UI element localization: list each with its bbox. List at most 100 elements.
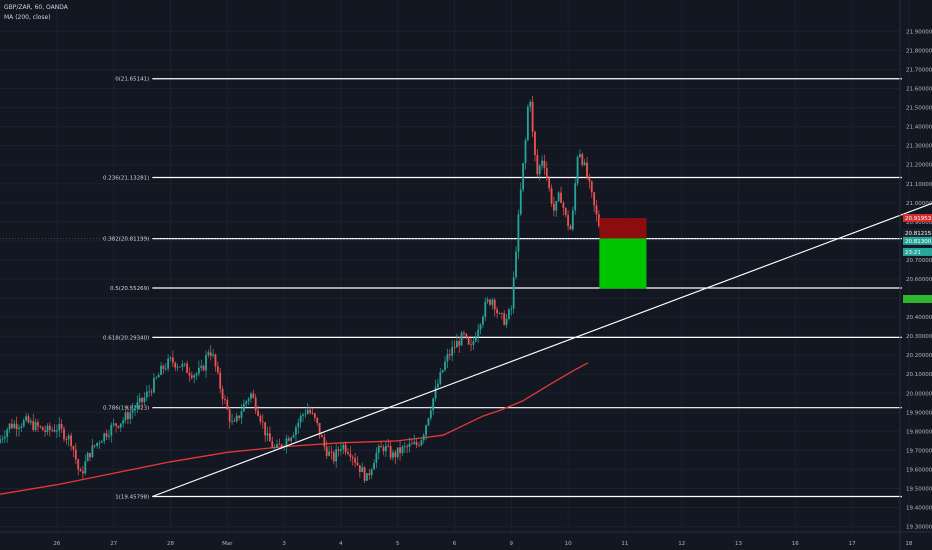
candle-body bbox=[188, 372, 191, 376]
candle-body bbox=[195, 373, 198, 376]
candle-body bbox=[536, 155, 539, 175]
candle-body bbox=[190, 375, 193, 378]
candle-body bbox=[368, 473, 371, 476]
candle-body bbox=[349, 453, 352, 457]
candle-body bbox=[65, 439, 68, 440]
candle-body bbox=[297, 422, 300, 428]
candle-body bbox=[74, 449, 77, 460]
position-tool[interactable] bbox=[599, 218, 647, 289]
candle-body bbox=[361, 467, 364, 473]
trendline[interactable] bbox=[152, 197, 932, 497]
candle-body bbox=[53, 429, 56, 432]
x-tick-label: 6 bbox=[453, 541, 457, 547]
countdown-label: 23:21 bbox=[905, 250, 921, 256]
candle-body bbox=[344, 444, 347, 453]
candle-body bbox=[318, 423, 321, 436]
candle-body bbox=[96, 442, 99, 447]
candle-body bbox=[181, 363, 184, 367]
fib-level-label: 0.786(19.92423) bbox=[103, 406, 149, 412]
y-tick-label: 20.20000 bbox=[906, 353, 932, 359]
candle-body bbox=[160, 365, 162, 375]
candle-body bbox=[510, 308, 513, 310]
candle-body bbox=[347, 452, 349, 454]
candle-body bbox=[186, 363, 188, 373]
candle-body bbox=[252, 393, 255, 398]
candle-body bbox=[512, 277, 515, 309]
candle-body bbox=[382, 447, 385, 452]
candle-body bbox=[543, 160, 546, 168]
candle-body bbox=[150, 391, 153, 393]
fib-retracement[interactable]: 0(21.65141) 0.236(21.13281) 0.382(20.81199… bbox=[0, 77, 902, 501]
candle-body bbox=[176, 366, 179, 368]
candle-body bbox=[437, 383, 439, 388]
candle-body bbox=[375, 452, 378, 463]
candle-body bbox=[200, 365, 203, 368]
candle-body bbox=[247, 398, 250, 402]
candle-body bbox=[105, 433, 108, 437]
candle-body bbox=[313, 413, 316, 418]
candle-body bbox=[22, 420, 25, 427]
candle-body bbox=[108, 435, 110, 437]
candle-body bbox=[278, 444, 281, 446]
candle-body bbox=[583, 162, 586, 165]
candle-body bbox=[356, 462, 359, 466]
candle-body bbox=[576, 157, 579, 184]
candle-body bbox=[221, 388, 224, 400]
candle-body bbox=[472, 341, 475, 345]
x-tick-label: 26 bbox=[53, 541, 60, 547]
fib-level-label: 0.236(21.13281) bbox=[103, 176, 149, 182]
candle-body bbox=[143, 397, 146, 402]
countdown-label-bg bbox=[903, 247, 932, 256]
candle-body bbox=[58, 423, 61, 431]
candle-body bbox=[503, 313, 506, 325]
candle-body bbox=[467, 337, 470, 345]
candle-body bbox=[441, 370, 444, 373]
candle-body bbox=[89, 452, 91, 458]
candle-body bbox=[396, 447, 399, 458]
y-tick-label: 20.30000 bbox=[906, 334, 932, 340]
candle-body bbox=[209, 352, 212, 356]
candle-body bbox=[27, 416, 30, 423]
candle-body bbox=[451, 347, 454, 356]
candle-body bbox=[593, 192, 596, 206]
candle-body bbox=[363, 467, 366, 481]
candle-body bbox=[207, 352, 210, 356]
candle-body bbox=[538, 165, 541, 175]
candle-body bbox=[373, 462, 375, 470]
candle-body bbox=[560, 192, 562, 203]
candle-body bbox=[276, 444, 278, 447]
candle-body bbox=[351, 456, 354, 459]
candle-body bbox=[148, 391, 151, 393]
candle-body bbox=[465, 333, 468, 338]
candle-body bbox=[434, 387, 437, 399]
fib-level-label: 0.382(20.81199) bbox=[103, 237, 149, 243]
candle-body bbox=[574, 183, 577, 211]
candle-body bbox=[100, 441, 103, 443]
stop-price-label-bg bbox=[903, 214, 932, 223]
candle-body bbox=[254, 397, 257, 411]
candle-body bbox=[380, 446, 383, 448]
candle-body bbox=[479, 324, 482, 330]
candle-body bbox=[134, 408, 136, 411]
candle-body bbox=[557, 192, 560, 202]
y-tick-label: 19.60000 bbox=[906, 467, 932, 473]
candle-body bbox=[219, 372, 222, 389]
x-tick-label: 18 bbox=[905, 541, 912, 547]
candle-body bbox=[79, 469, 82, 472]
candle-body bbox=[586, 162, 588, 178]
y-tick-label: 19.90000 bbox=[906, 410, 932, 416]
candle-body bbox=[25, 416, 28, 421]
y-tick-label: 20.70000 bbox=[906, 258, 932, 264]
candle-body bbox=[474, 337, 477, 342]
candle-body bbox=[141, 397, 143, 402]
candle-body bbox=[32, 420, 35, 431]
candle-body bbox=[332, 452, 335, 462]
candle-body bbox=[370, 469, 373, 476]
candle-body bbox=[153, 378, 155, 393]
ma-200-line bbox=[0, 362, 589, 495]
y-tick-label: 19.80000 bbox=[906, 429, 932, 435]
x-tick-label: 9 bbox=[510, 541, 514, 547]
candle-body bbox=[41, 426, 44, 431]
candle-body bbox=[541, 160, 543, 166]
